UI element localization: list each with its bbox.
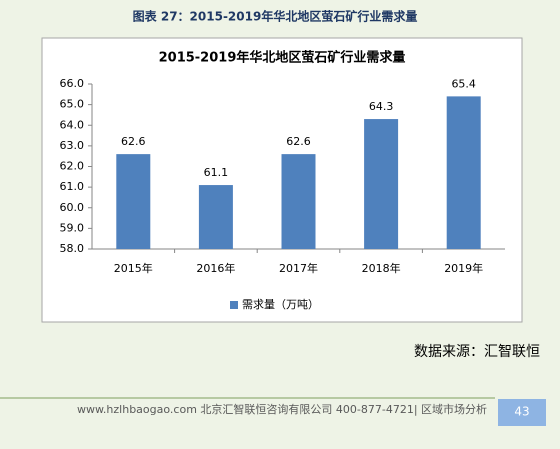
y-tick-label: 62.0 xyxy=(60,160,85,173)
y-tick-label: 59.0 xyxy=(60,221,85,234)
bar xyxy=(116,154,151,249)
y-tick-label: 61.0 xyxy=(60,180,85,193)
legend-label: 需求量（万吨） xyxy=(242,298,319,311)
legend-swatch xyxy=(230,301,238,309)
x-tick-label: 2017年 xyxy=(279,261,318,275)
value-label: 61.1 xyxy=(204,166,229,179)
y-tick-label: 63.0 xyxy=(60,139,85,152)
chart-title: 2015-2019年华北地区萤石矿行业需求量 xyxy=(159,50,406,66)
source: 数据来源：汇智联恒 xyxy=(414,344,540,360)
bar xyxy=(198,185,233,249)
x-tick-label: 2016年 xyxy=(196,261,235,275)
page-number: 43 xyxy=(514,405,529,419)
caption: 图表 27：2015-2019年华北地区萤石矿行业需求量 xyxy=(133,9,418,24)
value-label: 62.6 xyxy=(286,135,311,148)
value-label: 62.6 xyxy=(121,135,146,148)
page-number-box xyxy=(498,399,546,426)
x-tick-label: 2018年 xyxy=(362,261,401,275)
value-label: 65.4 xyxy=(451,77,476,90)
y-tick-label: 64.0 xyxy=(60,118,85,131)
bar xyxy=(281,154,316,249)
y-tick-label: 65.0 xyxy=(60,98,85,111)
y-tick-label: 66.0 xyxy=(60,77,85,90)
y-tick-label: 60.0 xyxy=(60,201,85,214)
y-tick-label: 58.0 xyxy=(60,242,85,255)
x-tick-label: 2015年 xyxy=(114,261,153,275)
bar xyxy=(364,119,399,249)
x-tick-label: 2019年 xyxy=(444,261,483,275)
value-label: 64.3 xyxy=(369,100,394,113)
bar xyxy=(446,96,481,249)
footer-text: www.hzlhbaogao.com 北京汇智联恒咨询有限公司 400-877-… xyxy=(77,402,487,416)
